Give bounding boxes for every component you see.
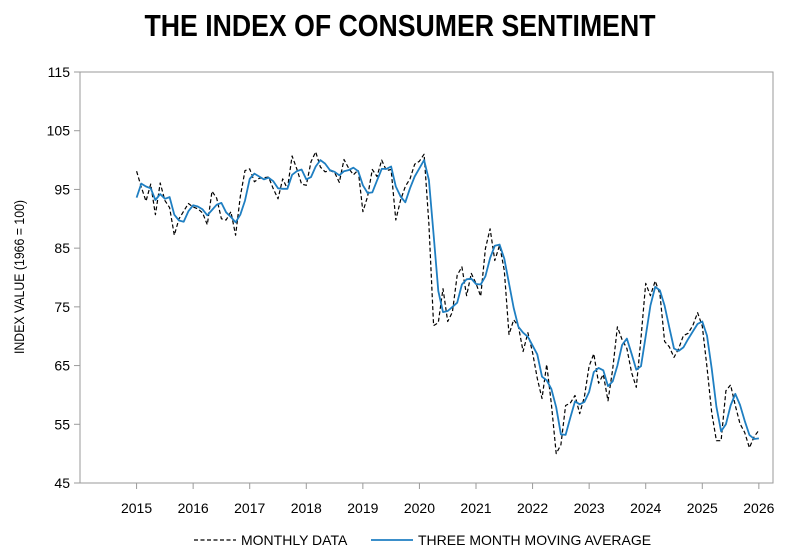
x-tick-label: 2024: [630, 500, 661, 516]
x-axis-ticks: 2015 2016 2017 2018 2019 2020 2021 2022 2023 2024…: [121, 483, 775, 516]
y-tick-label: 55: [54, 416, 70, 432]
y-tick-label: 65: [54, 358, 70, 374]
y-tick-label: 45: [54, 475, 70, 491]
y-axis-ticks: 45 55 65 75 85 95 105 115: [47, 64, 80, 491]
legend-label-moving-average: THREE MONTH MOVING AVERAGE: [418, 532, 651, 548]
y-tick-label: 85: [54, 240, 70, 256]
y-axis-title: INDEX VALUE (1966 = 100): [11, 200, 27, 354]
x-tick-label: 2022: [517, 500, 548, 516]
legend: MONTHLY DATA THREE MONTH MOVING AVERAGE: [194, 532, 651, 548]
series-line-monthly-data: [136, 151, 760, 455]
series-layer: [135, 151, 760, 455]
x-tick-label: 2026: [743, 500, 774, 516]
y-tick-label: 115: [48, 64, 71, 80]
y-tick-label: 75: [54, 299, 70, 315]
chart-title: THE INDEX OF CONSUMER SENTIMENT: [144, 8, 656, 43]
x-tick-label: 2025: [687, 500, 718, 516]
y-tick-label: 105: [47, 123, 71, 139]
x-tick-label: 2018: [291, 500, 322, 516]
x-tick-label: 2016: [178, 500, 209, 516]
x-tick-label: 2021: [460, 500, 491, 516]
x-tick-label: 2023: [574, 500, 605, 516]
plot-area-frame: [79, 71, 774, 484]
x-tick-label: 2020: [404, 500, 435, 516]
series-line-moving-average: [135, 159, 760, 440]
y-tick-label: 95: [54, 181, 70, 197]
x-tick-label: 2017: [234, 500, 265, 516]
x-tick-label: 2019: [347, 500, 378, 516]
x-tick-label: 2015: [121, 500, 152, 516]
legend-label-monthly-data: MONTHLY DATA: [241, 532, 348, 548]
